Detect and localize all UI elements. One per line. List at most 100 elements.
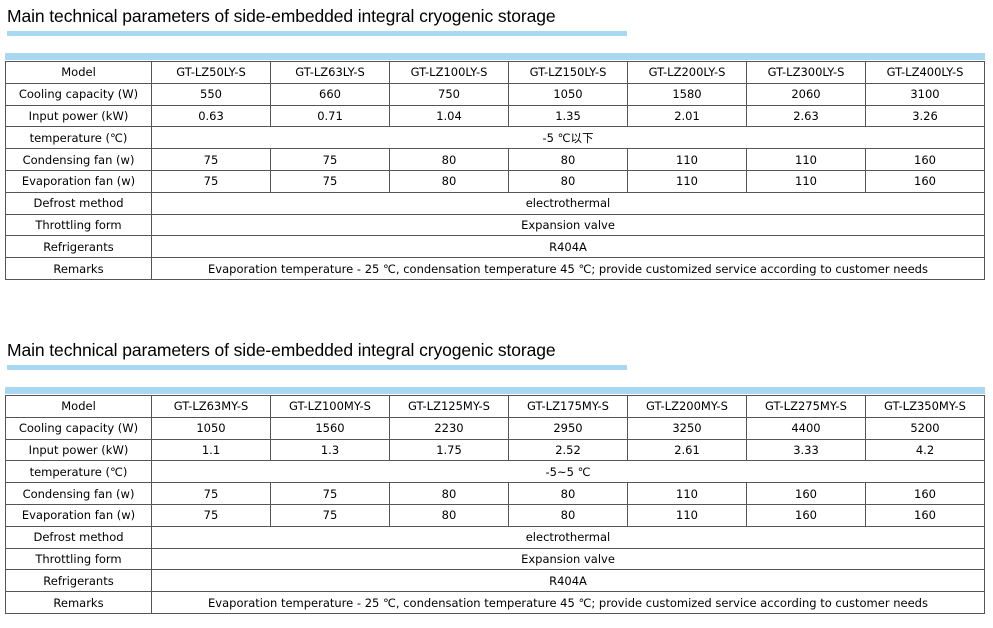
value-cell: 75 [270, 148, 390, 171]
table-row-input: Input power (kW) 0.63 0.71 1.04 1.35 2.0… [5, 104, 985, 128]
table-row-temperature: temperature (℃) -5~5 ℃ [5, 460, 985, 484]
value-cell: 75 [151, 169, 271, 193]
value-cell: 110 [746, 169, 866, 193]
value-cell: 1580 [627, 82, 747, 106]
value-cell: 3250 [627, 416, 747, 440]
value-cell: 0.63 [151, 104, 271, 128]
params-table-1: Model GT-LZ50LY-S GT-LZ63LY-S GT-LZ100LY… [5, 61, 985, 280]
table-row-throttling: Throttling form Expansion valve [5, 213, 985, 237]
value-cell: 750 [389, 82, 509, 106]
model-cell: GT-LZ200MY-S [627, 395, 747, 418]
value-cell: 75 [270, 169, 390, 193]
merged-value-cell: -5 ℃以下 [151, 126, 985, 150]
model-cell: GT-LZ63MY-S [151, 395, 271, 418]
value-cell: 3100 [865, 82, 985, 106]
params-table-2: Model GT-LZ63MY-S GT-LZ100MY-S GT-LZ125M… [5, 395, 985, 614]
row-label: Cooling capacity (W) [5, 416, 152, 440]
merged-value-cell: Expansion valve [151, 213, 985, 237]
title-underline [7, 31, 627, 36]
value-cell: 2.63 [746, 104, 866, 128]
row-label: Model [5, 61, 152, 84]
value-cell: 80 [508, 482, 628, 505]
row-label: Defrost method [5, 191, 152, 215]
title-underline [7, 365, 627, 370]
table-row-cooling: Cooling capacity (W) 550 660 750 1050 15… [5, 82, 985, 106]
row-label: Throttling form [5, 213, 152, 237]
merged-value-cell: Evaporation temperature - 25 ℃, condensa… [151, 591, 985, 614]
merged-value-cell: Expansion valve [151, 547, 985, 571]
value-cell: 2.52 [508, 438, 628, 462]
table-row-remarks: Remarks Evaporation temperature - 25 ℃, … [5, 257, 985, 280]
value-cell: 80 [389, 148, 509, 171]
value-cell: 3.26 [865, 104, 985, 128]
value-cell: 160 [865, 148, 985, 171]
value-cell: 1.04 [389, 104, 509, 128]
value-cell: 1.3 [270, 438, 390, 462]
table-row-remarks: Remarks Evaporation temperature - 25 ℃, … [5, 591, 985, 614]
merged-value-cell: R404A [151, 569, 985, 593]
row-label: Input power (kW) [5, 438, 152, 462]
table-row-defrost: Defrost method electrothermal [5, 525, 985, 549]
model-cell: GT-LZ150LY-S [508, 61, 628, 84]
value-cell: 4.2 [865, 438, 985, 462]
merged-value-cell: -5~5 ℃ [151, 460, 985, 484]
value-cell: 4400 [746, 416, 866, 440]
row-label: Defrost method [5, 525, 152, 549]
model-cell: GT-LZ63LY-S [270, 61, 390, 84]
value-cell: 160 [865, 482, 985, 505]
table-row-temperature: temperature (℃) -5 ℃以下 [5, 126, 985, 150]
model-cell: GT-LZ50LY-S [151, 61, 271, 84]
table-row-cooling: Cooling capacity (W) 1050 1560 2230 2950… [5, 416, 985, 440]
value-cell: 160 [746, 503, 866, 527]
value-cell: 660 [270, 82, 390, 106]
model-cell: GT-LZ400LY-S [865, 61, 985, 84]
row-label: Input power (kW) [5, 104, 152, 128]
value-cell: 80 [389, 482, 509, 505]
merged-value-cell: electrothermal [151, 191, 985, 215]
model-cell: GT-LZ125MY-S [389, 395, 509, 418]
header-band [5, 53, 985, 60]
value-cell: 2060 [746, 82, 866, 106]
row-label: temperature (℃) [5, 460, 152, 484]
value-cell: 80 [508, 148, 628, 171]
value-cell: 1050 [508, 82, 628, 106]
value-cell: 1.35 [508, 104, 628, 128]
value-cell: 3.33 [746, 438, 866, 462]
value-cell: 160 [865, 169, 985, 193]
table-row-refrigerants: Refrigerants R404A [5, 569, 985, 593]
value-cell: 110 [746, 148, 866, 171]
merged-value-cell: electrothermal [151, 525, 985, 549]
table-row-throttling: Throttling form Expansion valve [5, 547, 985, 571]
model-cell: GT-LZ200LY-S [627, 61, 747, 84]
row-label: Evaporation fan (w) [5, 169, 152, 193]
value-cell: 80 [389, 169, 509, 193]
value-cell: 0.71 [270, 104, 390, 128]
model-cell: GT-LZ175MY-S [508, 395, 628, 418]
value-cell: 550 [151, 82, 271, 106]
table-row-defrost: Defrost method electrothermal [5, 191, 985, 215]
value-cell: 80 [508, 503, 628, 527]
model-cell: GT-LZ100LY-S [389, 61, 509, 84]
table-row-condensing: Condensing fan (w) 75 75 80 80 110 160 1… [5, 482, 985, 505]
model-cell: GT-LZ275MY-S [746, 395, 866, 418]
merged-value-cell: R404A [151, 235, 985, 259]
value-cell: 75 [151, 148, 271, 171]
model-cell: GT-LZ100MY-S [270, 395, 390, 418]
value-cell: 110 [627, 148, 747, 171]
merged-value-cell: Evaporation temperature - 25 ℃, condensa… [151, 257, 985, 280]
value-cell: 110 [627, 503, 747, 527]
value-cell: 5200 [865, 416, 985, 440]
value-cell: 80 [508, 169, 628, 193]
value-cell: 75 [270, 482, 390, 505]
value-cell: 110 [627, 482, 747, 505]
row-label: Cooling capacity (W) [5, 82, 152, 106]
value-cell: 160 [746, 482, 866, 505]
value-cell: 1.1 [151, 438, 271, 462]
row-label: Condensing fan (w) [5, 482, 152, 505]
value-cell: 75 [151, 503, 271, 527]
value-cell: 2.01 [627, 104, 747, 128]
section-title: Main technical parameters of side-embedd… [7, 340, 556, 360]
value-cell: 75 [151, 482, 271, 505]
value-cell: 160 [865, 503, 985, 527]
row-label: Refrigerants [5, 235, 152, 259]
